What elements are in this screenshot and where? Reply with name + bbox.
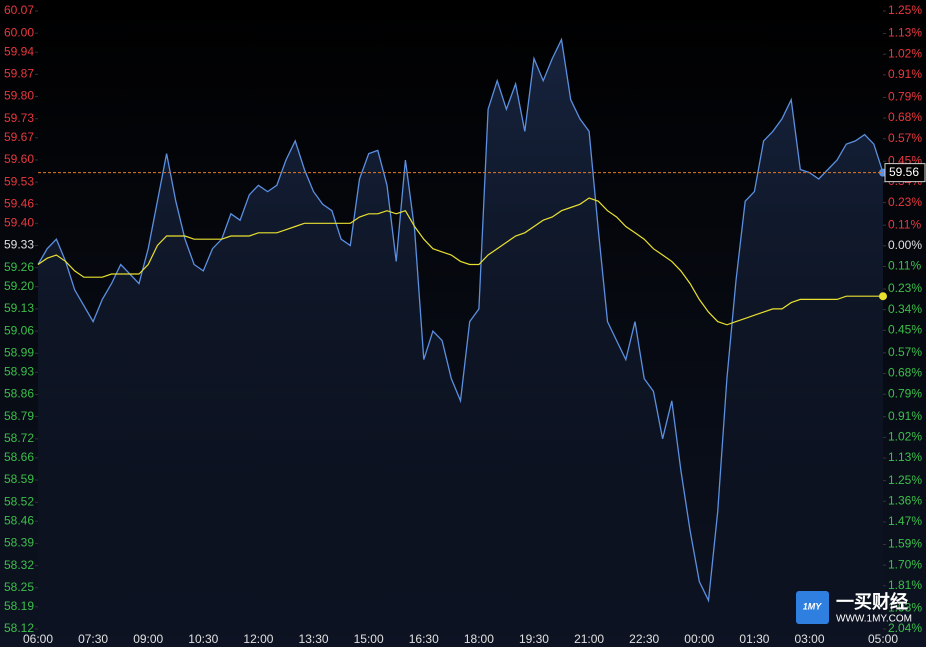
y2-tick-label: 1.25% — [888, 3, 922, 17]
watermark: 1MY 一买财经 WWW.1MY.COM — [796, 591, 912, 625]
last-price-label: 59.56 — [889, 165, 919, 179]
y2-tick-label: 1.70% — [888, 557, 922, 571]
x-tick-label: 05:00 — [868, 632, 898, 646]
y2-tick-label: 0.11% — [888, 217, 921, 231]
y2-tick-label: 0.00% — [888, 238, 922, 252]
x-tick-label: 21:00 — [574, 632, 604, 646]
x-tick-label: 07:30 — [78, 632, 108, 646]
y-tick-label: 58.39 — [4, 536, 34, 550]
y2-tick-label: 0.68% — [888, 366, 922, 380]
y2-tick-label: 1.13% — [888, 450, 922, 464]
y-tick-label: 60.00 — [4, 25, 34, 39]
y2-tick-label: 1.13% — [888, 26, 922, 40]
y-tick-label: 59.13 — [4, 301, 34, 315]
last-price-box — [884, 163, 926, 183]
y-tick-label: 59.94 — [4, 44, 34, 58]
y-tick-label: 58.86 — [4, 387, 34, 401]
y-tick-label: 58.32 — [4, 558, 34, 572]
y2-tick-label: 1.25% — [888, 473, 922, 487]
y2-tick-label: 0.11% — [888, 259, 921, 273]
price-line — [37, 37, 884, 603]
logo — [796, 591, 829, 624]
y-tick-label: 59.53 — [4, 174, 34, 188]
y-tick-label: 59.87 — [4, 67, 34, 81]
y2-tick-label: 0.79% — [888, 90, 922, 104]
y2-tick-label: 0.68% — [888, 110, 922, 124]
y2-tick-label: 1.59% — [888, 537, 922, 551]
y-tick-label: 58.19 — [4, 599, 34, 613]
y-tick-label: 58.46 — [4, 513, 34, 527]
y2-tick-label: 2.04% — [888, 621, 922, 635]
y-tick-label: 59.46 — [4, 196, 34, 210]
x-tick-label: 16:30 — [409, 632, 439, 646]
y-tick-label: 58.59 — [4, 472, 34, 486]
x-tick-label: 15:00 — [354, 632, 384, 646]
y-tick-label: 58.52 — [4, 494, 34, 508]
y2-tick-label: 1.81% — [888, 578, 922, 592]
y-tick-label: 58.72 — [4, 431, 34, 445]
x-tick-label: 19:30 — [519, 632, 549, 646]
x-tick-label: 18:00 — [464, 632, 494, 646]
y2-tick-label: 1.47% — [888, 514, 922, 528]
y-tick-label: 59.60 — [4, 152, 34, 166]
x-tick-label: 13:30 — [299, 632, 329, 646]
y-tick-label: 58.79 — [4, 409, 34, 423]
x-tick-label: 10:30 — [188, 632, 218, 646]
y-tick-label: 58.99 — [4, 345, 34, 359]
y2-tick-label: 0.34% — [888, 302, 922, 316]
x-tick-label: 01:30 — [739, 632, 769, 646]
y2-tick-label: 0.91% — [888, 67, 922, 81]
logo-glyph: 1MY — [803, 601, 823, 611]
x-tick-label: 09:00 — [133, 632, 163, 646]
x-tick-label: 03:00 — [795, 632, 825, 646]
y-tick-label: 58.12 — [4, 621, 34, 635]
watermark-url: WWW.1MY.COM — [836, 614, 912, 625]
y2-tick-label: 1.93% — [888, 601, 922, 615]
y-tick-label: 59.40 — [4, 216, 34, 230]
y2-tick-label: 1.02% — [888, 46, 922, 60]
y-tick-label: 58.66 — [4, 450, 34, 464]
y-tick-label: 59.06 — [4, 323, 34, 337]
x-tick-label: 12:00 — [243, 632, 273, 646]
y-tick-label: 59.26 — [4, 260, 34, 274]
y2-tick-label: 0.91% — [888, 409, 922, 423]
y-tick-label: 59.73 — [4, 111, 34, 125]
x-tick-label: 00:00 — [684, 632, 714, 646]
y-tick-label: 58.93 — [4, 364, 34, 378]
average-line — [37, 197, 883, 326]
y-tick-label: 59.67 — [4, 130, 34, 144]
y2-tick-label: 1.36% — [888, 493, 922, 507]
end-dot — [879, 292, 887, 301]
y2-tick-label: 0.45% — [888, 323, 922, 337]
y2-tick-label: 0.57% — [888, 345, 922, 359]
y2-tick-label: 0.23% — [888, 195, 922, 209]
y2-tick-label: 0.23% — [888, 281, 922, 295]
y-tick-label: 60.07 — [4, 3, 34, 17]
y-tick-label: 59.20 — [4, 279, 34, 293]
y2-tick-label: 1.02% — [888, 430, 922, 444]
y2-tick-label: 0.57% — [888, 131, 922, 145]
y-tick-label: 59.80 — [4, 89, 34, 103]
price-area — [38, 39, 883, 629]
y-tick-label: 59.33 — [4, 238, 34, 252]
y2-tick-label: 0.79% — [888, 386, 922, 400]
x-tick-label: 22:30 — [629, 632, 659, 646]
watermark-name: 一买财经 — [836, 591, 908, 612]
y-tick-label: 58.25 — [4, 580, 34, 594]
x-tick-label: 06:00 — [23, 632, 53, 646]
